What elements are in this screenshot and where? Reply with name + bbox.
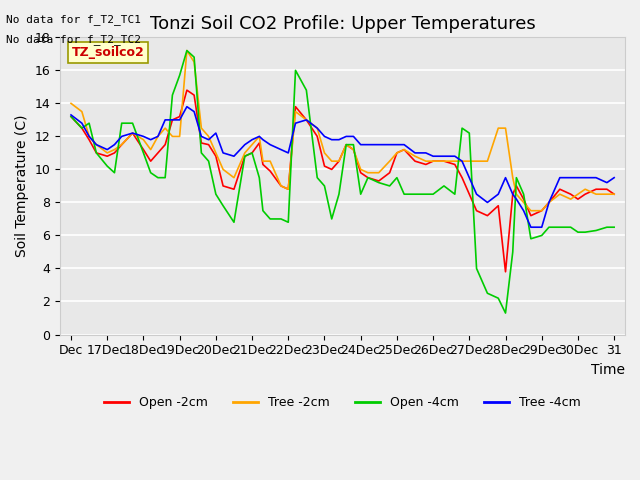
Text: No data for f_T2_TC2: No data for f_T2_TC2: [6, 34, 141, 45]
Legend: Open -2cm, Tree -2cm, Open -4cm, Tree -4cm: Open -2cm, Tree -2cm, Open -4cm, Tree -4…: [99, 391, 586, 414]
X-axis label: Time: Time: [591, 363, 625, 377]
Title: Tonzi Soil CO2 Profile: Upper Temperatures: Tonzi Soil CO2 Profile: Upper Temperatur…: [150, 15, 536, 33]
Text: No data for f_T2_TC1: No data for f_T2_TC1: [6, 14, 141, 25]
Y-axis label: Soil Temperature (C): Soil Temperature (C): [15, 115, 29, 257]
Text: TZ_soilco2: TZ_soilco2: [72, 46, 144, 59]
